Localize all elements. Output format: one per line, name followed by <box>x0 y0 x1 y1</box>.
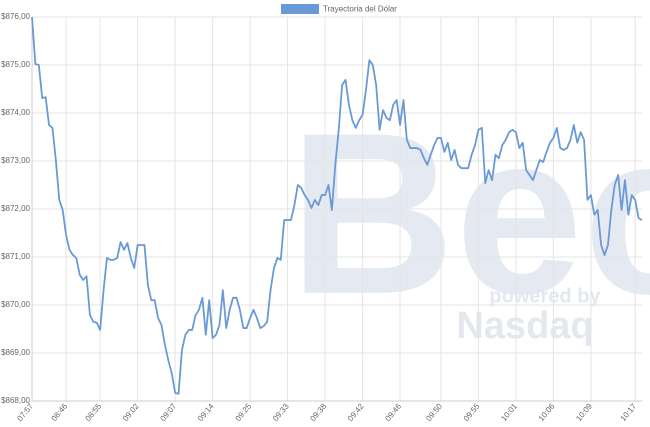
y-tick-label: $876,00 <box>1 12 30 21</box>
x-tick-label: 09:38 <box>308 401 328 423</box>
watermark-logo: Bec <box>289 85 650 342</box>
y-tick-label: $870,00 <box>1 300 30 309</box>
x-tick-label: 10:17 <box>619 401 639 423</box>
x-tick-label: 08:55 <box>84 401 104 423</box>
y-tick-label: $868,00 <box>1 396 30 405</box>
x-tick-label: 10:06 <box>537 401 557 423</box>
x-tick-label: 09:50 <box>424 401 444 423</box>
x-tick-label: 09:42 <box>346 401 366 423</box>
y-tick-label: $872,00 <box>1 204 30 213</box>
y-tick-label: $869,00 <box>1 348 30 357</box>
x-tick-label: 09:14 <box>196 401 216 423</box>
watermark-powered: powered by <box>489 285 601 307</box>
legend-label[interactable]: Trayectoria del Dólar <box>323 5 397 14</box>
y-tick-label: $871,00 <box>1 252 30 261</box>
y-tick-label: $875,00 <box>1 60 30 69</box>
x-tick-label: 08:46 <box>49 401 69 423</box>
x-tick-label: 09:33 <box>271 401 291 423</box>
y-tick-label: $873,00 <box>1 156 30 165</box>
x-tick-label: 09:46 <box>383 401 403 423</box>
x-tick-label: 10:01 <box>499 401 519 423</box>
x-tick-label: 09:25 <box>233 401 253 423</box>
x-tick-label: 09:07 <box>159 401 179 423</box>
x-tick-label: 09:02 <box>121 401 141 423</box>
y-tick-label: $874,00 <box>1 108 30 117</box>
series-line <box>31 16 643 395</box>
x-tick-label: 10:09 <box>574 401 594 423</box>
legend-swatch <box>281 4 319 14</box>
watermark-brand: Nasdaq <box>456 305 593 347</box>
x-tick-label: 09:55 <box>462 401 482 423</box>
